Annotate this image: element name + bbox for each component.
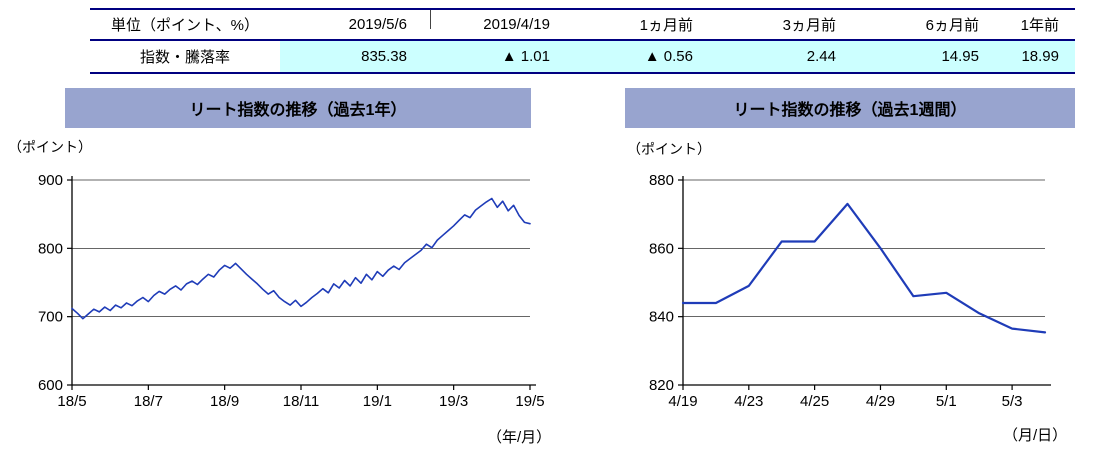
y-tick-label: 900 xyxy=(38,172,63,189)
table-value-row: 指数・騰落率 835.38 ▲ 1.01 ▲ 0.56 2.44 14.95 1… xyxy=(90,41,1075,72)
value-cell-5: 18.99 xyxy=(995,41,1075,72)
x-tick-label: 4/25 xyxy=(800,393,829,410)
reit-index-1w-svg: 820 840 860 880 4/19 4/23 4/25 4/29 5/1 5/3 xyxy=(649,172,1051,410)
value-cell-0: 835.38 xyxy=(280,41,423,72)
x-tick-label: 5/1 xyxy=(936,393,957,410)
x-tick-label: 19/1 xyxy=(363,393,392,410)
x-tick-label: 18/7 xyxy=(134,393,163,410)
series-line xyxy=(681,202,1047,334)
chart-title-1y: リート指数の推移（過去1年） xyxy=(65,88,531,128)
col-header-2: 1ヵ月前 xyxy=(639,17,693,34)
x-tick-label: 18/5 xyxy=(57,393,86,410)
col-header-0: 2019/5/6 xyxy=(348,16,407,33)
col-header-4: 6ヵ月前 xyxy=(925,17,979,34)
table-header-row: 単位（ポイント、%） 2019/5/6 2019/4/19 1ヵ月前 3ヵ月前 … xyxy=(90,10,1075,41)
x-tick-label: 5/3 xyxy=(1002,393,1023,410)
x-tick-label: 4/19 xyxy=(668,393,697,410)
x-axis-caption-1y: （年/月） xyxy=(487,429,552,446)
y-tick-label: 840 xyxy=(649,309,674,326)
row-label: 指数・騰落率 xyxy=(139,49,230,66)
stray-gridline xyxy=(430,10,431,29)
x-tick-label: 4/29 xyxy=(866,393,895,410)
reit-1w-chart: 820 840 860 880 4/19 4/23 4/25 4/29 5/1 5/3 xyxy=(635,165,1080,430)
col-header-3: 3ヵ月前 xyxy=(782,17,836,34)
unit-label: 単位（ポイント、%） xyxy=(110,17,260,34)
y-tick-label: 880 xyxy=(649,172,674,189)
value-cell-2: ▲ 0.56 xyxy=(566,41,709,72)
y-axis-unit-1w: （ポイント） xyxy=(627,141,711,157)
y-tick-label: 600 xyxy=(38,377,63,394)
value-cell-3: 2.44 xyxy=(709,41,852,72)
y-tick-label: 800 xyxy=(38,240,63,257)
x-axis-caption-1w: （月/日） xyxy=(1003,427,1068,444)
y-axis-unit-1y: （ポイント） xyxy=(8,139,92,155)
value-cell-1: ▲ 1.01 xyxy=(423,41,566,72)
x-tick-label: 18/9 xyxy=(210,393,239,410)
reit-1y-chart: 600 700 800 900 18/5 18/7 18/9 18/11 19/1 19/3 19/… xyxy=(20,165,555,430)
col-header-5: 1年前 xyxy=(1020,17,1059,34)
x-tick-label: 4/23 xyxy=(734,393,763,410)
x-tick-label: 19/3 xyxy=(439,393,468,410)
x-tick-label: 18/11 xyxy=(283,393,319,410)
reit-index-1y-svg: 600 700 800 900 18/5 18/7 18/9 18/11 19/1 19/3 19/… xyxy=(38,172,545,410)
x-tick-label: 19/5 xyxy=(515,393,544,410)
y-tick-label: 860 xyxy=(649,240,674,257)
chart-title-1w: リート指数の推移（過去1週間） xyxy=(625,88,1075,128)
value-cell-4: 14.95 xyxy=(852,41,995,72)
series-line xyxy=(71,197,531,320)
col-header-1: 2019/4/19 xyxy=(483,16,550,33)
y-tick-label: 820 xyxy=(649,377,674,394)
summary-table: 単位（ポイント、%） 2019/5/6 2019/4/19 1ヵ月前 3ヵ月前 … xyxy=(90,8,1075,74)
y-tick-label: 700 xyxy=(38,309,63,326)
